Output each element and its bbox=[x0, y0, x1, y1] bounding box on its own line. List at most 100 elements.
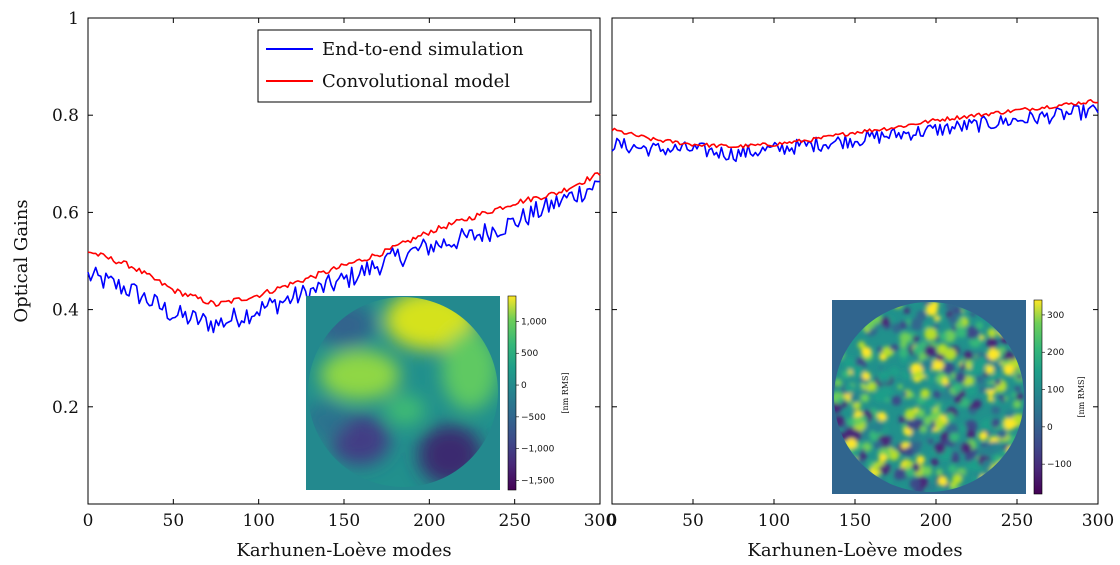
colorbar-tick-label: 0 bbox=[521, 381, 527, 391]
legend-label-0: End-to-end simulation bbox=[322, 39, 524, 60]
speckle-dot bbox=[963, 350, 973, 361]
speckle-dot bbox=[857, 341, 866, 349]
speckle-dot bbox=[877, 411, 887, 422]
x-tick-label: 0 bbox=[83, 511, 94, 531]
speckle-dot bbox=[1014, 386, 1021, 392]
speckle-dot bbox=[909, 478, 921, 490]
speckle-dot bbox=[861, 346, 872, 357]
speckle-dot bbox=[959, 364, 966, 371]
speckle-dot bbox=[993, 398, 1001, 406]
speckle-dot bbox=[871, 421, 884, 434]
speckle-dot bbox=[948, 464, 957, 474]
speckle-dot bbox=[891, 395, 902, 406]
inset-left: 1,000 500 0 −500 −1,000 −1,500 [nm RMS] bbox=[306, 295, 570, 491]
speckle-dot bbox=[882, 378, 888, 384]
speckle-dot bbox=[943, 330, 956, 343]
speckle-dot bbox=[991, 405, 1001, 415]
speckle-dot bbox=[950, 451, 960, 461]
speckle-dot bbox=[889, 344, 895, 351]
speckle-dot bbox=[905, 467, 915, 477]
speckle-dot bbox=[926, 482, 937, 492]
speckle-dot bbox=[910, 317, 924, 331]
y-axis-title: Optical Gains bbox=[11, 199, 32, 322]
speckle-dot bbox=[939, 332, 948, 341]
speckle-dot bbox=[916, 408, 925, 418]
speckle-dot bbox=[960, 442, 972, 454]
colorbar-right-labels: 300 200 100 0 −100 bbox=[1042, 311, 1072, 470]
colorbar-tick-label: 300 bbox=[1047, 311, 1064, 321]
speckle-dot bbox=[919, 425, 927, 433]
speckle-dot bbox=[1016, 373, 1023, 380]
colorbar-tick-label: 0 bbox=[1047, 423, 1053, 433]
speckle-dot bbox=[880, 316, 891, 327]
speckle-dot bbox=[981, 418, 994, 432]
speckle-dot bbox=[906, 368, 912, 374]
speckle-dot bbox=[916, 310, 927, 321]
speckle-dot bbox=[949, 432, 959, 443]
colorbar-tick-label: −1,000 bbox=[521, 445, 555, 455]
left-series bbox=[87, 172, 601, 334]
speckle-dot bbox=[965, 384, 977, 397]
speckle-dot bbox=[1005, 409, 1015, 419]
speckle-dot bbox=[877, 346, 884, 353]
speckle-dot bbox=[978, 431, 988, 441]
speckle-dot bbox=[930, 458, 939, 466]
speckle-dot bbox=[900, 355, 909, 364]
speckle-dot bbox=[843, 356, 856, 370]
speckle-dot bbox=[986, 337, 998, 349]
speckle-dot bbox=[1012, 400, 1022, 409]
speckle-dot bbox=[964, 420, 978, 433]
speckle-dot bbox=[989, 441, 1002, 453]
speckle-dot bbox=[922, 368, 931, 377]
speckle-dot bbox=[936, 469, 943, 476]
speckle-dot bbox=[878, 365, 884, 372]
speckle-dot bbox=[967, 370, 975, 378]
speckle-dot bbox=[844, 383, 855, 394]
speckle-dot bbox=[930, 302, 939, 309]
speckle-dot bbox=[924, 397, 937, 410]
speckle-dot bbox=[922, 302, 930, 306]
speckle-dot bbox=[930, 449, 937, 456]
speckle-dot bbox=[987, 328, 997, 338]
speckle-dot bbox=[994, 378, 1002, 386]
speckle-dot bbox=[941, 389, 952, 400]
x-tick-label: 100 bbox=[242, 511, 274, 531]
speckle-dot bbox=[928, 438, 934, 445]
colorbar-tick-label: 100 bbox=[1047, 386, 1064, 396]
speckle-dot bbox=[955, 326, 967, 338]
x-tick-label: 150 bbox=[328, 511, 360, 531]
speckle-dot bbox=[983, 372, 989, 378]
colorbar-left-labels: 1,000 500 0 −500 −1,000 −1,500 bbox=[516, 317, 555, 486]
speckle-dot bbox=[934, 442, 946, 454]
speckle-dot bbox=[853, 416, 863, 426]
x-tick-label: 200 bbox=[413, 511, 445, 531]
speckle-dot bbox=[902, 391, 908, 397]
speckle-dot bbox=[912, 335, 919, 342]
speckle-dot bbox=[938, 404, 945, 411]
speckle-dot bbox=[909, 392, 915, 399]
speckle-dot bbox=[934, 418, 945, 429]
speckle-dot bbox=[862, 371, 871, 381]
speckle-dot bbox=[884, 397, 891, 403]
speckle-dot bbox=[937, 476, 948, 487]
x-tick-label: 300 bbox=[1082, 511, 1114, 531]
speckle-dot bbox=[933, 315, 940, 322]
speckle-dot bbox=[979, 387, 985, 393]
speckle-dot bbox=[903, 307, 910, 314]
speckle-dot bbox=[841, 401, 849, 408]
speckle-dot bbox=[965, 461, 975, 471]
x-tick-label: 100 bbox=[758, 511, 790, 531]
colorbar-tick-label: 1,000 bbox=[521, 317, 547, 327]
speckle-dot bbox=[948, 314, 959, 325]
speckle-dot bbox=[1016, 393, 1024, 401]
speckle-dot bbox=[965, 361, 971, 367]
speckle-dot bbox=[1011, 392, 1017, 398]
inset-right: 300 200 100 0 −100 [nm RMS] bbox=[832, 299, 1086, 495]
y-tick-label: 0.2 bbox=[52, 398, 79, 418]
x-tick-label: 150 bbox=[839, 511, 871, 531]
colorbar-tick-label: −100 bbox=[1047, 460, 1072, 470]
speckle-dot bbox=[837, 397, 843, 404]
speckle-dot bbox=[927, 376, 936, 385]
speckle-dot bbox=[932, 358, 944, 371]
